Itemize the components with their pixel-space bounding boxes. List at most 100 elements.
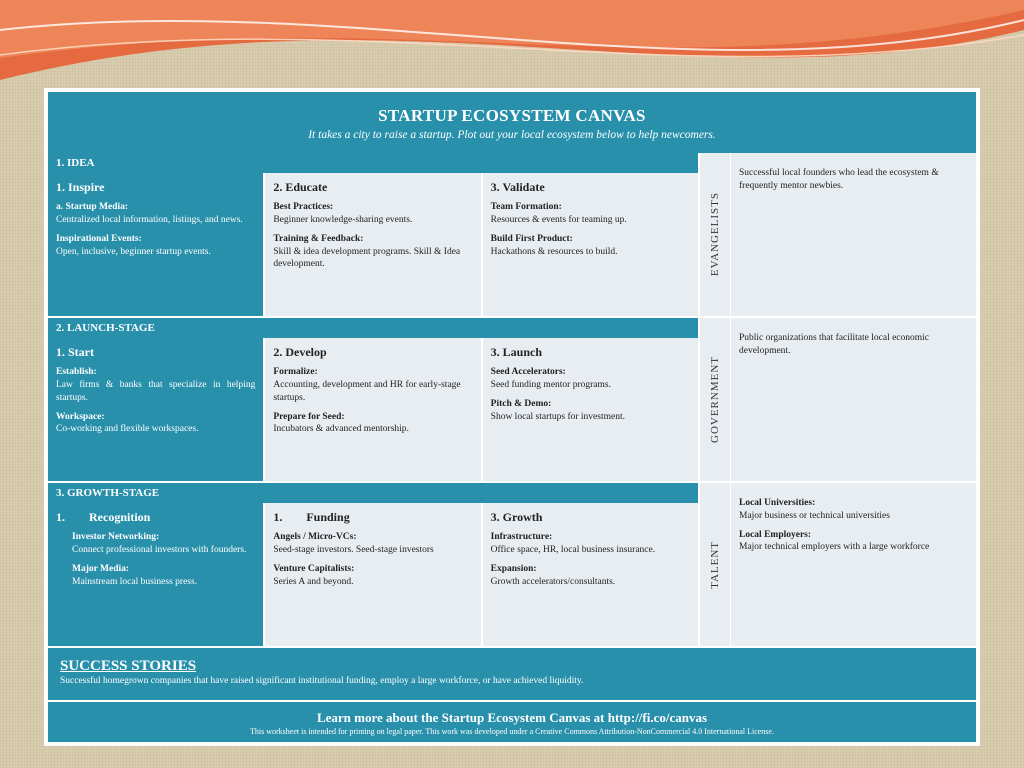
sub-text: Skill & idea development programs. Skill… [273,247,460,270]
sub-text: Resources & events for teaming up. [491,215,627,225]
supporter-label: GOVERNMENT [700,318,730,481]
canvas-subtitle: It takes a city to raise a startup. Plot… [58,129,966,141]
cell-sub: Training & Feedback:Skill & idea develop… [273,233,472,271]
stage-cell: 1. Start Establish:Law firms & banks that… [48,338,263,481]
sub-text: Show local startups for investment. [491,412,625,422]
canvas-footer: SUCCESS STORIES Successful homegrown com… [48,646,976,742]
canvas-frame: STARTUP ECOSYSTEM CANVAS It takes a city… [44,88,980,746]
cell-sub: Formalize:Accounting, development and HR… [273,366,472,404]
stage-cell: 1. Inspire a. Startup Media:Centralized l… [48,173,263,316]
cell-sub: Angels / Micro-VCs:Seed-stage investors.… [273,531,472,557]
sub-head: Expansion: [491,563,690,576]
learn-more: Learn more about the Startup Ecosystem C… [48,700,976,742]
sub-text: Law firms & banks that specialize in hel… [56,380,255,403]
sub-head: Major Media: [72,563,255,576]
cell-sub: Expansion:Growth accelerators/consultant… [491,563,690,589]
sub-text: Open, inclusive, beginner startup events… [56,247,211,257]
cell-title: 2. Develop [273,344,472,360]
stage-row: 1. Recognition Investor Networking:Connec… [48,503,698,646]
sub-head: Infrastructure: [491,531,690,544]
supporter-row: TALENTLocal Universities:Major business … [700,481,976,646]
canvas-title: STARTUP ECOSYSTEM CANVAS [58,106,966,126]
cell-title: 3. Launch [491,344,690,360]
cell-title: 3. Validate [491,179,690,195]
sub-head: Build First Product: [491,233,690,246]
stage-bar: 2. LAUNCH-STAGE [48,316,698,338]
sub-head: Team Formation: [491,201,690,214]
sub-head: a. Startup Media: [56,201,255,214]
sub-head: Formalize: [273,366,472,379]
stages-column: 1. IDEA 1. Inspire a. Startup Media:Centra… [48,153,698,646]
canvas-grid: 1. IDEA 1. Inspire a. Startup Media:Centra… [48,153,976,646]
cell-sub: Investor Networking:Connect professional… [72,531,255,557]
sub-text: Co-working and flexible workspaces. [56,424,198,434]
sub-text: Incubators & advanced mentorship. [273,424,409,434]
sub-head: Venture Capitalists: [273,563,472,576]
sub-text: Centralized local information, listings,… [56,215,243,225]
canvas-header: STARTUP ECOSYSTEM CANVAS It takes a city… [48,92,976,153]
cell-title: 1. Inspire [56,179,255,195]
sub-head: Inspirational Events: [56,233,255,246]
cell-sub: a. Startup Media:Centralized local infor… [56,201,255,227]
cell-title: 2. Educate [273,179,472,195]
learn-title: Learn more about the Startup Ecosystem C… [58,710,966,726]
sub-head: Workspace: [56,411,255,424]
cell-sub: Pitch & Demo:Show local startups for inv… [491,398,690,424]
learn-fine: This worksheet is intended for printing … [58,727,966,736]
stage-bar: 1. IDEA [48,153,698,173]
sub-text: Beginner knowledge-sharing events. [273,215,412,225]
sub-head: Seed Accelerators: [491,366,690,379]
supporters-column: EVANGELISTSSuccessful local founders who… [698,153,976,646]
cell-title: 1. Start [56,344,255,360]
stage-row: 1. Inspire a. Startup Media:Centralized l… [48,173,698,316]
cell-sub: Establish:Law firms & banks that special… [56,366,255,404]
supporter-label: EVANGELISTS [700,153,730,316]
cell-sub: Venture Capitalists:Series A and beyond. [273,563,472,589]
cell-title: 1. Funding [273,509,472,525]
cell-sub: Prepare for Seed:Incubators & advanced m… [273,411,472,437]
stage-row: 1. Start Establish:Law firms & banks that… [48,338,698,481]
sub-text: Hackathons & resources to build. [491,247,618,257]
cell-sub: Seed Accelerators:Seed funding mentor pr… [491,366,690,392]
success-text: Successful homegrown companies that have… [60,676,964,686]
supporter-label: TALENT [700,483,730,646]
sub-text: Series A and beyond. [273,577,353,587]
cell-sub: Build First Product:Hackathons & resourc… [491,233,690,259]
supporter-desc: Local Universities:Major business or tec… [730,483,976,646]
sub-text: Seed-stage investors. Seed-stage investo… [273,545,433,555]
stage-cell: 3. Validate Team Formation:Resources & ev… [481,173,698,316]
success-stories: SUCCESS STORIES Successful homegrown com… [48,648,976,700]
sub-head: Best Practices: [273,201,472,214]
sub-text: Accounting, development and HR for early… [273,380,460,403]
stage-cell: 1. Recognition Investor Networking:Connec… [48,503,263,646]
success-title: SUCCESS STORIES [60,658,964,675]
sub-head: Pitch & Demo: [491,398,690,411]
sub-head: Prepare for Seed: [273,411,472,424]
sub-head: Establish: [56,366,255,379]
cell-sub: Team Formation:Resources & events for te… [491,201,690,227]
supporter-row: EVANGELISTSSuccessful local founders who… [700,153,976,316]
stage-bar: 3. GROWTH-STAGE [48,481,698,503]
sub-text: Growth accelerators/consultants. [491,577,616,587]
cell-sub: Workspace:Co-working and flexible worksp… [56,411,255,437]
supporter-row: GOVERNMENTPublic organizations that faci… [700,316,976,481]
cell-sub: Major Media:Mainstream local business pr… [72,563,255,589]
sub-text: Mainstream local business press. [72,577,197,587]
stage-cell: 3. Launch Seed Accelerators:Seed funding … [481,338,698,481]
sub-head: Investor Networking: [72,531,255,544]
cell-title: 1. Recognition [56,509,255,525]
sub-head: Angels / Micro-VCs: [273,531,472,544]
stage-cell: 2. Educate Best Practices:Beginner knowle… [263,173,480,316]
cell-title: 3. Growth [491,509,690,525]
sub-text: Office space, HR, local business insuran… [491,545,655,555]
stage-cell: 1. Funding Angels / Micro-VCs:Seed-stage … [263,503,480,646]
sub-text: Seed funding mentor programs. [491,380,611,390]
supporter-desc: Successful local founders who lead the e… [730,153,976,316]
cell-sub: Infrastructure:Office space, HR, local b… [491,531,690,557]
sub-head: Training & Feedback: [273,233,472,246]
cell-sub: Best Practices:Beginner knowledge-sharin… [273,201,472,227]
stage-cell: 2. Develop Formalize:Accounting, developm… [263,338,480,481]
sub-text: Connect professional investors with foun… [72,545,246,555]
stage-cell: 3. Growth Infrastructure:Office space, HR… [481,503,698,646]
cell-sub: Inspirational Events:Open, inclusive, be… [56,233,255,259]
